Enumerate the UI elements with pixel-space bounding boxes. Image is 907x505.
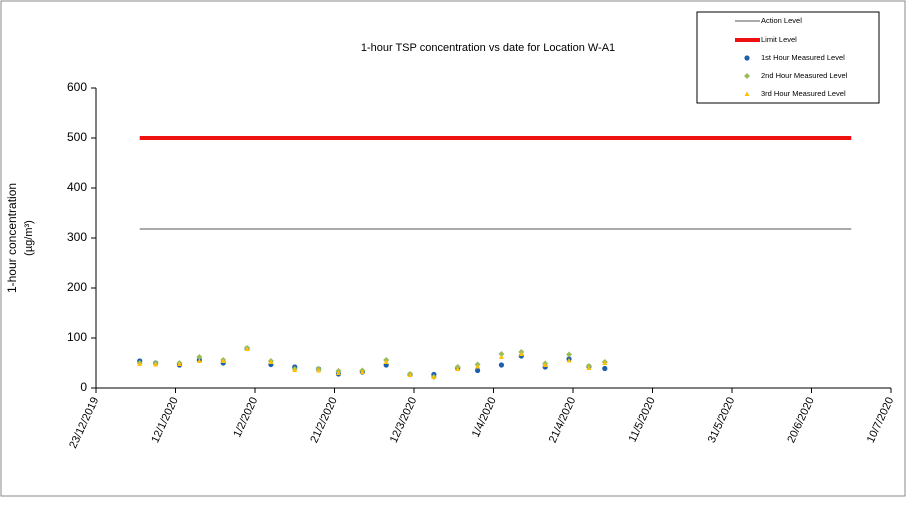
legend-swatch <box>744 73 750 79</box>
data-point <box>475 364 481 369</box>
legend-swatch <box>744 91 750 96</box>
data-point <box>602 360 608 365</box>
chart-title: 1-hour TSP concentration vs date for Loc… <box>361 42 615 54</box>
data-point <box>176 361 182 366</box>
legend-label: 3rd Hour Measured Level <box>761 89 846 98</box>
data-point <box>220 358 226 363</box>
data-point <box>335 370 341 375</box>
legend-label: 2nd Hour Measured Level <box>761 71 848 80</box>
legend-swatch <box>744 55 750 61</box>
legend-label: 1st Hour Measured Level <box>761 53 845 62</box>
data-point <box>431 374 437 379</box>
data-point <box>316 368 322 373</box>
data-point <box>407 372 413 377</box>
data-point <box>498 362 505 368</box>
data-point <box>498 354 504 359</box>
data-point <box>196 358 202 363</box>
legend-label: Action Level <box>761 16 802 25</box>
data-point <box>383 359 389 364</box>
y-tick-label: 500 <box>67 130 87 144</box>
data-point <box>359 369 365 374</box>
y-tick-label: 600 <box>67 80 87 94</box>
data-point <box>566 351 573 358</box>
data-point <box>586 365 592 370</box>
y-tick-label: 0 <box>80 380 87 394</box>
data-point <box>455 366 461 371</box>
legend-box <box>696 11 880 104</box>
data-point <box>153 362 159 367</box>
data-point <box>137 361 143 366</box>
data-point <box>475 367 481 374</box>
y-axis-title-line: 1-hour concentration <box>5 183 19 293</box>
y-axis-title-line: (µg/m³) <box>23 220 35 256</box>
data-point <box>542 362 548 367</box>
y-tick-label: 100 <box>67 330 87 344</box>
data-point <box>292 367 298 372</box>
y-tick-label: 400 <box>67 180 87 194</box>
y-tick-label: 300 <box>67 230 87 244</box>
y-axis-title: 1-hour concentration (µg/m³) <box>5 183 35 293</box>
data-point <box>602 365 608 372</box>
data-point <box>196 354 203 360</box>
data-point <box>518 351 524 356</box>
data-point <box>268 359 274 364</box>
y-tick-label: 200 <box>67 280 87 294</box>
data-point <box>566 358 572 363</box>
data-point <box>498 351 505 357</box>
legend-label: Limit Level <box>761 35 797 44</box>
data-point <box>244 346 250 351</box>
